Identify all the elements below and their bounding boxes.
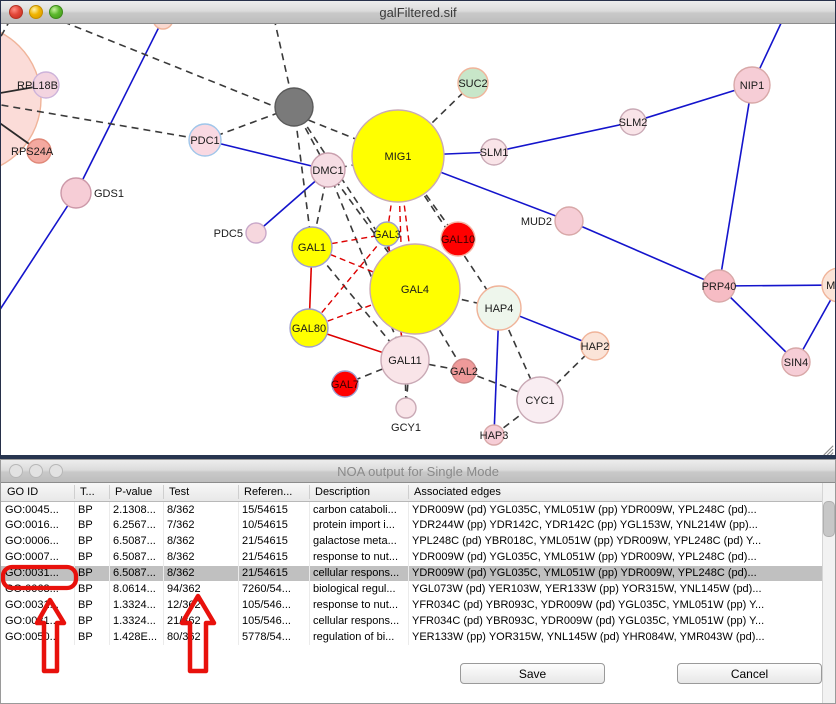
svg-text:SLM1: SLM1 [480, 147, 509, 159]
svg-text:MUD2: MUD2 [521, 216, 552, 228]
svg-text:HAP4: HAP4 [485, 303, 514, 315]
svg-text:GCY1: GCY1 [391, 422, 421, 434]
svg-text:SLM2: SLM2 [619, 117, 648, 129]
svg-text:GAL2: GAL2 [450, 366, 478, 378]
svg-text:GAL3: GAL3 [373, 229, 401, 241]
svg-text:CYC1: CYC1 [525, 395, 554, 407]
svg-text:GAL10: GAL10 [441, 234, 475, 246]
svg-text:GAL11: GAL11 [388, 355, 421, 367]
svg-text:GAL4: GAL4 [401, 284, 429, 296]
svg-text:SIN4: SIN4 [784, 357, 808, 369]
svg-text:PRP40: PRP40 [702, 281, 737, 293]
svg-text:GAL1: GAL1 [298, 242, 326, 254]
svg-text:GAL80: GAL80 [292, 323, 326, 335]
svg-text:NIP1: NIP1 [740, 80, 764, 92]
svg-text:GDS1: GDS1 [94, 188, 124, 200]
svg-text:SUC2: SUC2 [458, 78, 487, 90]
svg-text:RPL18B: RPL18B [17, 80, 58, 92]
svg-text:HAP2: HAP2 [581, 341, 610, 353]
svg-text:PDC5: PDC5 [214, 228, 243, 240]
svg-text:MIG1: MIG1 [385, 151, 412, 163]
svg-text:GAL7: GAL7 [331, 379, 359, 391]
svg-text:PDC1: PDC1 [190, 135, 219, 147]
svg-text:DMC1: DMC1 [312, 165, 343, 177]
svg-text:HAP3: HAP3 [480, 430, 509, 442]
svg-text:MSI1: MSI1 [826, 280, 836, 292]
svg-text:RPS24A: RPS24A [11, 146, 54, 158]
